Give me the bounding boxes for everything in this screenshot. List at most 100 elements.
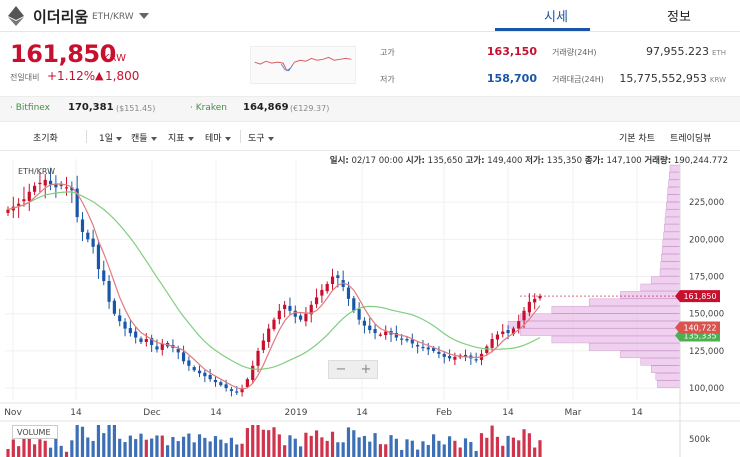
candle-body	[251, 365, 255, 380]
candle-body	[160, 343, 164, 350]
profile-bar	[551, 306, 681, 314]
coin-dropdown-icon[interactable]	[139, 13, 149, 19]
volume-bar	[517, 440, 521, 457]
chevron-down-icon	[116, 136, 123, 141]
exchange-price-strip	[0, 96, 740, 122]
profile-bar	[551, 335, 681, 344]
stat-value: 15,775,552,953 KRW	[619, 72, 726, 85]
profile-bar	[669, 172, 681, 180]
volume-bar	[38, 439, 42, 457]
candle-body	[330, 276, 335, 284]
volume-bar	[229, 437, 234, 457]
volume-bar	[219, 439, 223, 457]
volume-bar	[272, 427, 276, 457]
profile-bar	[520, 313, 681, 321]
indicator-select[interactable]: 지표	[168, 131, 194, 144]
price-chart[interactable]: 225,000 200,000 175,000 150,000 125,000 100,0…	[0, 151, 740, 457]
ma-long-tag: 135,335	[683, 332, 716, 341]
candle-body	[272, 319, 276, 330]
volume-bar	[352, 430, 356, 457]
tab-info[interactable]: 정보	[667, 10, 691, 25]
volume-bar	[261, 429, 265, 457]
volume-bar	[485, 437, 489, 457]
volume-bar	[479, 433, 484, 457]
volume-bar	[346, 427, 351, 457]
profile-bar	[661, 254, 681, 262]
candle-body	[176, 348, 180, 353]
basic-chart-button[interactable]: 기본 차트	[619, 134, 655, 144]
candle-body	[256, 350, 260, 366]
candle-body	[91, 238, 95, 247]
profile-bar	[662, 239, 681, 247]
header-divider	[0, 31, 740, 32]
current-price: 161,850	[10, 40, 116, 68]
candle-body	[527, 301, 531, 313]
candle-body	[453, 356, 457, 360]
coin-name: 이더리움	[33, 8, 89, 26]
volume-bar	[102, 433, 106, 457]
volume-bar	[75, 425, 79, 457]
volume-bar	[144, 439, 148, 457]
candle-select[interactable]: 캔들	[131, 131, 157, 144]
volume-bar	[293, 438, 297, 457]
candle-body	[38, 182, 42, 185]
coin-pair: ETH/KRW	[92, 12, 134, 22]
volume-bar	[341, 442, 345, 457]
stat-value-label: 거래대금(24H)	[552, 75, 604, 84]
candle-body	[357, 309, 361, 320]
volume-bar	[304, 432, 308, 457]
candle-body	[368, 325, 372, 331]
profile-bar	[661, 246, 681, 254]
profile-bar	[666, 194, 681, 202]
y-tick-label: 100,000	[689, 384, 724, 394]
candle-body	[304, 313, 308, 322]
mini-price-chart	[250, 46, 356, 84]
candle-body	[102, 270, 106, 282]
chart-toolbar	[0, 123, 740, 151]
volume-bar	[54, 438, 58, 457]
volume-bar	[389, 435, 393, 457]
profile-bar	[663, 231, 681, 240]
reset-button[interactable]: 초기화	[33, 134, 58, 144]
tradingview-button[interactable]: 트레이딩뷰	[670, 134, 712, 144]
y-tick-label: 225,000	[689, 198, 724, 208]
zoom-in-button[interactable]: +	[360, 362, 372, 377]
change-label: 전일대비	[10, 73, 40, 82]
volume-bar	[469, 442, 473, 457]
volume-bar	[203, 437, 207, 457]
volume-bar	[11, 439, 15, 457]
volume-bar	[378, 444, 382, 457]
chart-axes: 225,000 200,000 175,000 150,000 125,000 100,0…	[0, 159, 740, 457]
volume-bar	[33, 444, 37, 457]
volume-bar	[426, 444, 430, 457]
zoom-out-button[interactable]: −	[335, 362, 347, 377]
candle-body	[421, 346, 425, 349]
volume-bar	[394, 438, 398, 457]
candle-body	[6, 209, 10, 213]
profile-bar	[588, 343, 681, 351]
volume-bar	[490, 425, 494, 457]
tools-select[interactable]: 도구	[248, 131, 274, 144]
candle-body	[373, 329, 377, 334]
profile-bar	[669, 164, 681, 173]
candle-body	[192, 367, 196, 371]
volume-bar	[421, 441, 425, 457]
change-amount: 1,800	[105, 69, 140, 83]
tab-market[interactable]: 시세	[544, 10, 568, 25]
candle-body	[17, 203, 21, 206]
volume-bar	[384, 444, 388, 457]
volume-bar	[357, 437, 361, 457]
moving-average-lines	[7, 183, 541, 390]
volume-bar	[80, 426, 85, 457]
candle-body	[405, 339, 409, 341]
candle-body	[203, 372, 207, 377]
profile-bar	[666, 201, 681, 210]
interval-select[interactable]: 1일	[99, 131, 123, 144]
volume-bar	[139, 433, 143, 457]
candle-body	[400, 338, 404, 340]
candle-body	[277, 310, 281, 320]
candle-body	[283, 304, 287, 310]
candle-body	[64, 187, 69, 189]
candle-body	[235, 391, 239, 393]
theme-select[interactable]: 테마	[205, 131, 231, 144]
